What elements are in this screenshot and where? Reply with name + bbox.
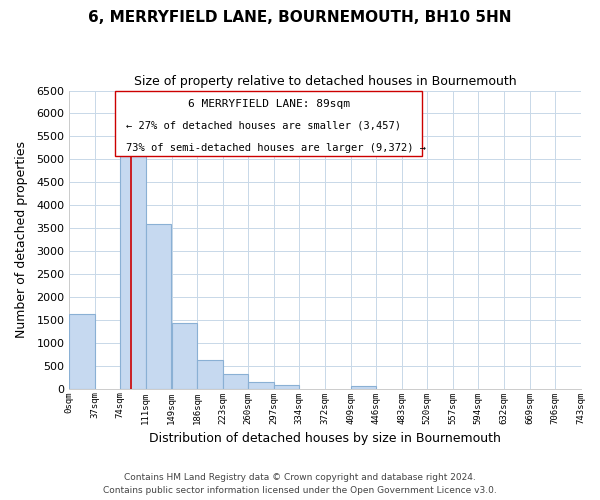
Text: 6 MERRYFIELD LANE: 89sqm: 6 MERRYFIELD LANE: 89sqm — [188, 100, 350, 110]
Bar — [120, 156, 146, 388]
Title: Size of property relative to detached houses in Bournemouth: Size of property relative to detached ho… — [134, 75, 516, 88]
Bar — [351, 386, 376, 388]
Bar — [172, 323, 197, 388]
Bar — [146, 224, 171, 388]
FancyBboxPatch shape — [115, 90, 422, 156]
Text: Contains HM Land Registry data © Crown copyright and database right 2024.
Contai: Contains HM Land Registry data © Crown c… — [103, 473, 497, 495]
Text: 73% of semi-detached houses are larger (9,372) →: 73% of semi-detached houses are larger (… — [125, 142, 425, 152]
Text: ← 27% of detached houses are smaller (3,457): ← 27% of detached houses are smaller (3,… — [125, 120, 401, 130]
Bar — [223, 374, 248, 388]
X-axis label: Distribution of detached houses by size in Bournemouth: Distribution of detached houses by size … — [149, 432, 501, 445]
Bar — [248, 382, 274, 388]
Bar — [70, 314, 95, 388]
Y-axis label: Number of detached properties: Number of detached properties — [15, 141, 28, 338]
Bar — [274, 384, 299, 388]
Bar — [197, 360, 223, 388]
Text: 6, MERRYFIELD LANE, BOURNEMOUTH, BH10 5HN: 6, MERRYFIELD LANE, BOURNEMOUTH, BH10 5H… — [88, 10, 512, 25]
